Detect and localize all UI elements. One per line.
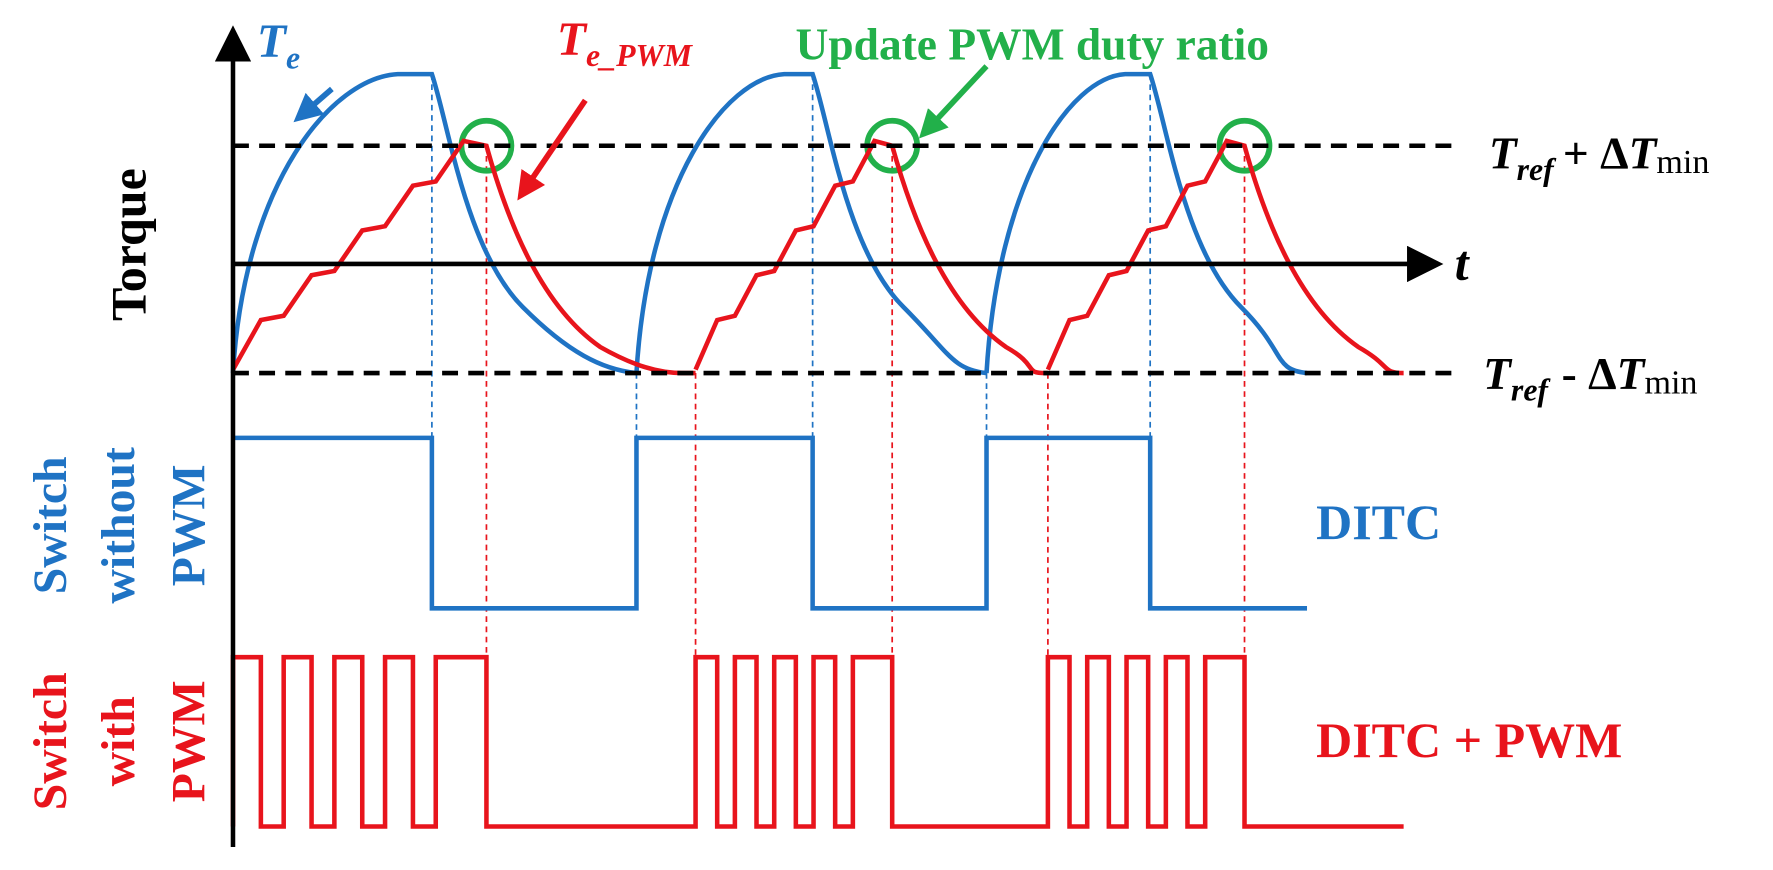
without-pwm-row-label: Switch without PWM bbox=[24, 447, 216, 604]
with-pwm-row-label: Switch with PWM bbox=[24, 672, 216, 810]
upper-limit-label: Tref + ΔTmin bbox=[1489, 127, 1710, 186]
te-arrow bbox=[293, 86, 334, 123]
row-label-line: Switch bbox=[24, 672, 77, 810]
te-pwm-arrow bbox=[517, 98, 588, 201]
te-pwm-curve bbox=[231, 138, 1404, 376]
waveforms bbox=[230, 71, 1404, 829]
ditc-pwm-switch bbox=[230, 654, 1404, 829]
annotation: Update PWM duty ratio bbox=[796, 18, 1269, 69]
torque-label: Torque bbox=[100, 168, 156, 321]
te-label: Te bbox=[257, 15, 300, 75]
te-curve bbox=[230, 71, 1308, 376]
row-label-line: without bbox=[92, 447, 145, 604]
ditc-label: DITC bbox=[1316, 494, 1441, 550]
row-label-line: PWM bbox=[163, 680, 216, 802]
row-label-line: PWM bbox=[163, 464, 216, 586]
t-label: t bbox=[1455, 235, 1471, 291]
lower-limit-label: Tref - ΔTmin bbox=[1483, 348, 1697, 407]
row-label-line: Switch bbox=[24, 456, 77, 594]
row-label-line: with bbox=[92, 696, 145, 786]
ditc-pwm-label: DITC + PWM bbox=[1316, 712, 1622, 768]
ditc-switch bbox=[232, 435, 1308, 611]
te-pwm-label: Te_PWM bbox=[557, 13, 694, 73]
update-arrow bbox=[918, 64, 989, 139]
update-marker bbox=[1216, 117, 1273, 174]
